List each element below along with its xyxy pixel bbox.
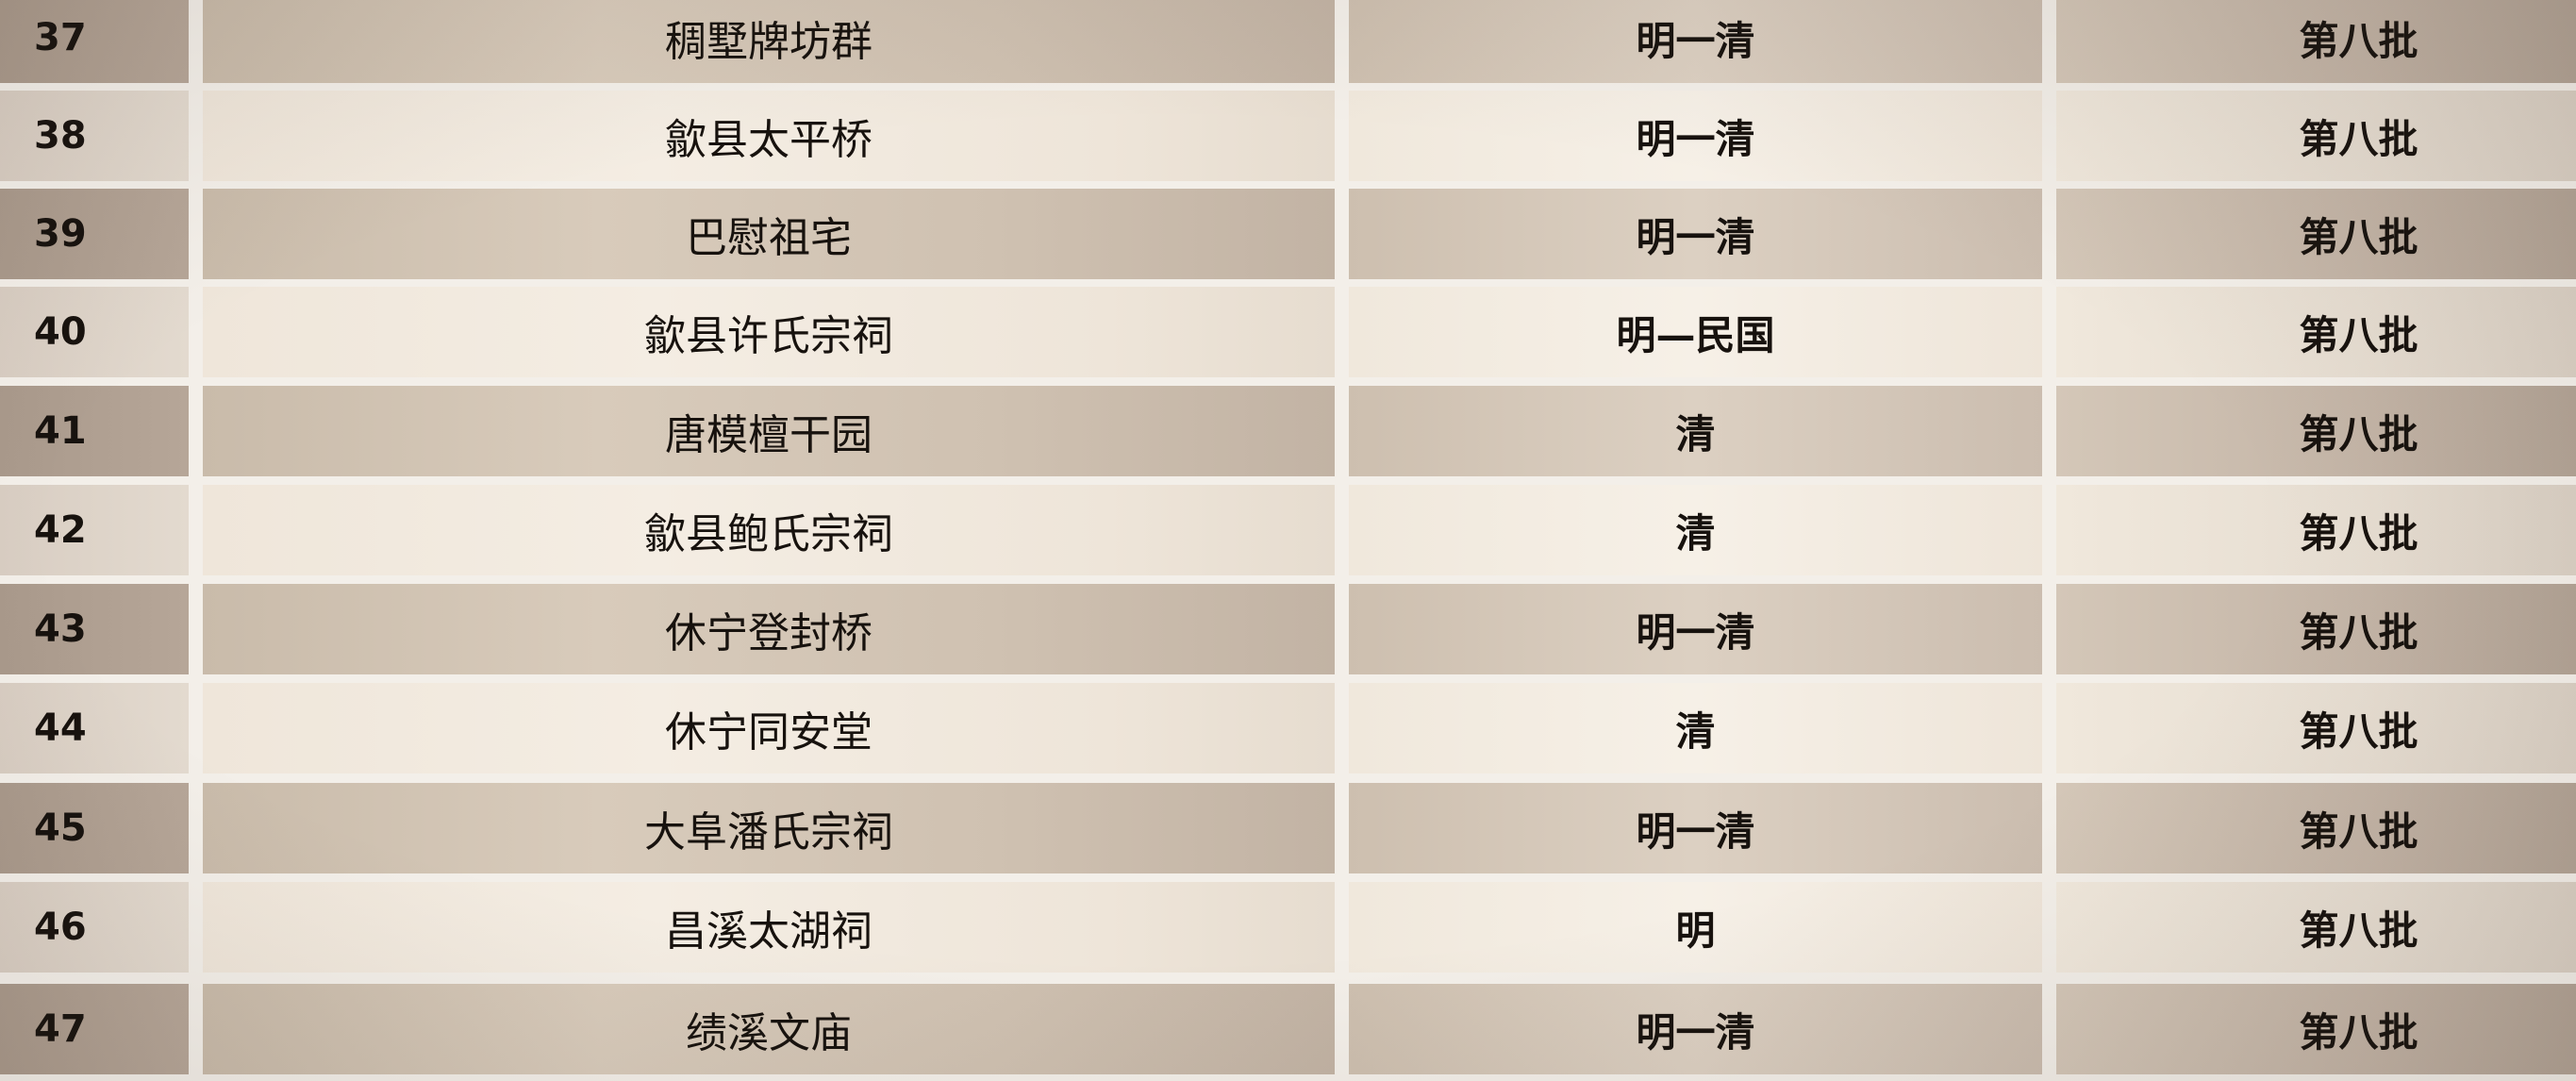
era-cell: 明一清 bbox=[1349, 0, 2042, 83]
row-number: 42 bbox=[0, 485, 189, 575]
era-cell: 清 bbox=[1349, 485, 2042, 575]
batch-cell: 第八批 bbox=[2056, 0, 2576, 83]
table-row: 47 绩溪文庙 明一清 第八批 bbox=[0, 984, 2576, 1074]
batch-cell: 第八批 bbox=[2056, 287, 2576, 377]
table-row: 45 大阜潘氏宗祠 明一清 第八批 bbox=[0, 783, 2576, 873]
table-row: 42 歙县鲍氏宗祠 清 第八批 bbox=[0, 485, 2576, 575]
era-cell: 明 bbox=[1349, 882, 2042, 973]
row-number: 46 bbox=[0, 882, 189, 973]
era-cell: 明一清 bbox=[1349, 783, 2042, 873]
site-name: 歙县太平桥 bbox=[203, 91, 1335, 181]
batch-cell: 第八批 bbox=[2056, 984, 2576, 1074]
site-name: 休宁登封桥 bbox=[203, 584, 1335, 674]
table-row: 43 休宁登封桥 明一清 第八批 bbox=[0, 584, 2576, 674]
era-cell: 明一清 bbox=[1349, 984, 2042, 1074]
site-name: 大阜潘氏宗祠 bbox=[203, 783, 1335, 873]
row-number: 37 bbox=[0, 0, 189, 83]
site-name: 休宁同安堂 bbox=[203, 683, 1335, 773]
site-name: 巴慰祖宅 bbox=[203, 189, 1335, 279]
era-cell: 明一清 bbox=[1349, 189, 2042, 279]
era-cell: 明—民国 bbox=[1349, 287, 2042, 377]
row-number: 43 bbox=[0, 584, 189, 674]
row-number: 45 bbox=[0, 783, 189, 873]
era-cell: 明一清 bbox=[1349, 91, 2042, 181]
batch-cell: 第八批 bbox=[2056, 783, 2576, 873]
site-name: 歙县鲍氏宗祠 bbox=[203, 485, 1335, 575]
table-row: 41 唐模檀干园 清 第八批 bbox=[0, 386, 2576, 476]
era-cell: 明一清 bbox=[1349, 584, 2042, 674]
site-name: 绩溪文庙 bbox=[203, 984, 1335, 1074]
batch-cell: 第八批 bbox=[2056, 485, 2576, 575]
era-cell: 清 bbox=[1349, 683, 2042, 773]
row-number: 40 bbox=[0, 287, 189, 377]
batch-cell: 第八批 bbox=[2056, 91, 2576, 181]
row-number: 39 bbox=[0, 189, 189, 279]
batch-cell: 第八批 bbox=[2056, 189, 2576, 279]
batch-cell: 第八批 bbox=[2056, 584, 2576, 674]
table-row: 38 歙县太平桥 明一清 第八批 bbox=[0, 91, 2576, 181]
table-row: 46 昌溪太湖祠 明 第八批 bbox=[0, 882, 2576, 973]
batch-cell: 第八批 bbox=[2056, 386, 2576, 476]
row-number: 44 bbox=[0, 683, 189, 773]
row-number: 47 bbox=[0, 984, 189, 1074]
row-number: 38 bbox=[0, 91, 189, 181]
table-row: 37 稠墅牌坊群 明一清 第八批 bbox=[0, 0, 2576, 83]
row-number: 41 bbox=[0, 386, 189, 476]
table-row: 44 休宁同安堂 清 第八批 bbox=[0, 683, 2576, 773]
table-row: 40 歙县许氏宗祠 明—民国 第八批 bbox=[0, 287, 2576, 377]
site-name: 歙县许氏宗祠 bbox=[203, 287, 1335, 377]
batch-cell: 第八批 bbox=[2056, 683, 2576, 773]
site-name: 昌溪太湖祠 bbox=[203, 882, 1335, 973]
batch-cell: 第八批 bbox=[2056, 882, 2576, 973]
site-name: 稠墅牌坊群 bbox=[203, 0, 1335, 83]
site-name: 唐模檀干园 bbox=[203, 386, 1335, 476]
table-row: 39 巴慰祖宅 明一清 第八批 bbox=[0, 189, 2576, 279]
era-cell: 清 bbox=[1349, 386, 2042, 476]
